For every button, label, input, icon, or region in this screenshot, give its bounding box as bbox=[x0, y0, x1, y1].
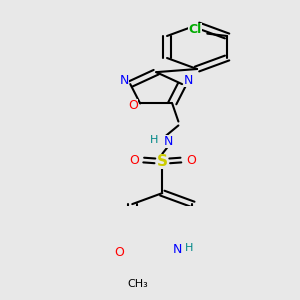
Text: O: O bbox=[186, 154, 196, 166]
Text: H: H bbox=[149, 135, 158, 145]
Text: O: O bbox=[114, 246, 124, 259]
Text: N: N bbox=[184, 74, 193, 88]
Text: O: O bbox=[128, 98, 138, 112]
Text: CH₃: CH₃ bbox=[127, 278, 148, 289]
Text: H: H bbox=[185, 243, 194, 253]
Text: S: S bbox=[157, 154, 168, 169]
Text: O: O bbox=[129, 154, 139, 166]
Text: N: N bbox=[164, 135, 173, 148]
Text: N: N bbox=[119, 74, 129, 88]
Text: N: N bbox=[172, 243, 182, 256]
Text: Cl: Cl bbox=[188, 23, 202, 36]
